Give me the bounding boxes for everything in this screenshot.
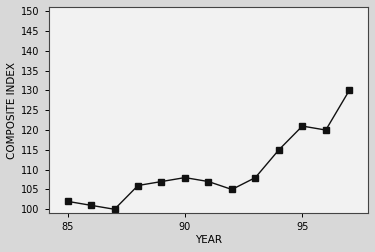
X-axis label: YEAR: YEAR (195, 235, 222, 245)
Y-axis label: COMPOSITE INDEX: COMPOSITE INDEX (7, 62, 17, 159)
